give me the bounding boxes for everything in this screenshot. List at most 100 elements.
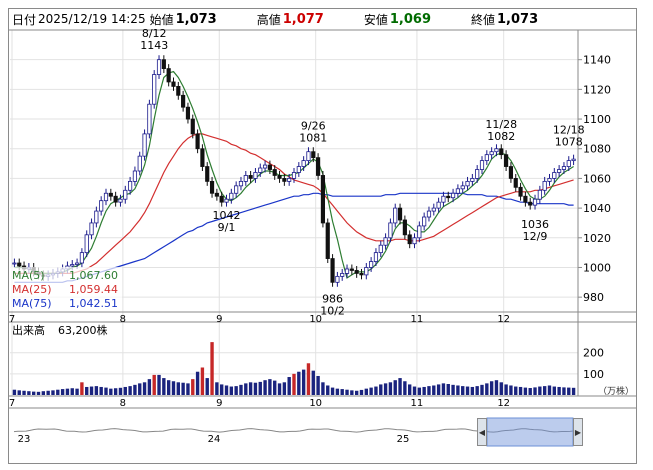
candle-body: [441, 195, 446, 203]
volume-bar: [383, 383, 388, 395]
navigator-left-handle[interactable]: ◀: [477, 418, 487, 446]
candle-body: [499, 148, 504, 156]
candle-body: [523, 195, 528, 203]
volume-bar: [253, 382, 258, 395]
annotation-date: 10/2: [320, 304, 345, 317]
candle-body: [103, 192, 109, 202]
volume-bar: [142, 382, 147, 395]
candle-body: [359, 273, 364, 276]
month-tick-label: 12: [497, 314, 510, 325]
volume-bar: [374, 386, 378, 395]
volume-bar: [162, 378, 166, 395]
volume-bar: [427, 386, 431, 395]
volume-bar: [316, 375, 320, 395]
candle-body: [364, 267, 369, 276]
candle-body: [123, 189, 128, 200]
close-label: 終値: [471, 12, 496, 27]
volume-bar: [350, 390, 354, 395]
candle-body: [484, 154, 489, 162]
volume-bar: [538, 386, 542, 395]
month-tick-label: 9: [216, 314, 222, 325]
volume-bar: [518, 386, 523, 395]
volume-bar: [571, 387, 576, 395]
candle-body: [335, 275, 340, 283]
volume-bar: [263, 380, 267, 395]
candle-body: [320, 175, 326, 224]
volume-bar: [417, 387, 422, 395]
volume-bar: [171, 381, 176, 395]
volume-bar: [65, 388, 70, 395]
candles: [12, 55, 576, 287]
candle-body: [450, 192, 456, 199]
candle-body: [262, 164, 268, 169]
annotation-date: 9/1: [218, 221, 236, 234]
volume-bar: [32, 391, 36, 395]
low-value: 1,069: [389, 11, 431, 27]
candle-body: [301, 160, 306, 167]
range-navigator[interactable]: 23 24 25: [13, 417, 575, 447]
volume-bar: [191, 379, 195, 395]
volume-bar: [446, 384, 450, 395]
volume-bar: [195, 371, 200, 395]
volume-bar: [369, 387, 373, 395]
volume-bar: [321, 382, 325, 395]
volume-bar: [412, 386, 417, 395]
volume-bar: [432, 385, 436, 395]
annotation-date: 9/26: [301, 119, 326, 132]
candle-body: [455, 188, 460, 194]
navigator-right-handle[interactable]: ▶: [573, 418, 583, 446]
candle-body: [552, 172, 557, 179]
volume-bar: [239, 384, 243, 395]
volume-bar: [157, 374, 161, 395]
candle-body: [383, 237, 388, 246]
candle-body: [393, 207, 398, 224]
volume-bar: [523, 387, 528, 395]
volume-bar: [176, 382, 180, 395]
candle-body: [17, 262, 22, 267]
candle-body: [373, 252, 379, 262]
candle-body: [161, 59, 166, 69]
volume-bar: [552, 386, 556, 395]
volume-bar: [499, 382, 503, 395]
volume-bar: [258, 381, 262, 395]
volume-bar: [456, 385, 460, 395]
volume-bar: [533, 387, 537, 395]
volume-bar: [51, 390, 55, 395]
annotation-date: 8/12: [142, 27, 167, 40]
volume-bar: [70, 388, 74, 395]
month-tick-label: 7: [9, 314, 15, 325]
volume-bar: [80, 382, 84, 395]
candle-body: [518, 186, 523, 197]
high-value: 1,077: [282, 11, 324, 27]
volume-bar: [36, 391, 41, 395]
volume-value: 63,200株: [58, 323, 108, 337]
candle-body: [340, 273, 345, 277]
volume-bar: [41, 391, 46, 395]
candle-body: [282, 178, 287, 182]
candle-body: [132, 170, 138, 182]
volume-bar: [220, 384, 224, 395]
candle-body: [89, 222, 94, 236]
candle-body: [325, 222, 330, 259]
annotation-price: 1036: [521, 218, 549, 231]
volume-bar: [292, 373, 296, 395]
candle-body: [185, 106, 191, 120]
annotation-date: 12/18: [553, 124, 585, 137]
candle-body: [508, 166, 514, 179]
volume-bar: [12, 389, 17, 395]
candle-body: [152, 74, 157, 105]
volume-bar: [393, 380, 397, 395]
volume-bar: [528, 388, 532, 395]
volume-bar: [494, 380, 499, 395]
navigator-year-label: 23: [18, 434, 31, 445]
candle-body: [176, 86, 181, 96]
price-tick-label: 980: [583, 291, 604, 304]
month-tick-label: 8: [120, 314, 126, 325]
close-value: 1,073: [497, 11, 539, 27]
ohlc-info-bar: 日付 2025/12/19 14:25 始値 1,073 高値 1,077 安値…: [12, 10, 538, 28]
volume-bar: [85, 386, 89, 395]
candle-body: [84, 234, 89, 254]
candle-body: [142, 133, 147, 157]
candle-body: [181, 94, 186, 108]
volume-bar: [89, 386, 94, 395]
